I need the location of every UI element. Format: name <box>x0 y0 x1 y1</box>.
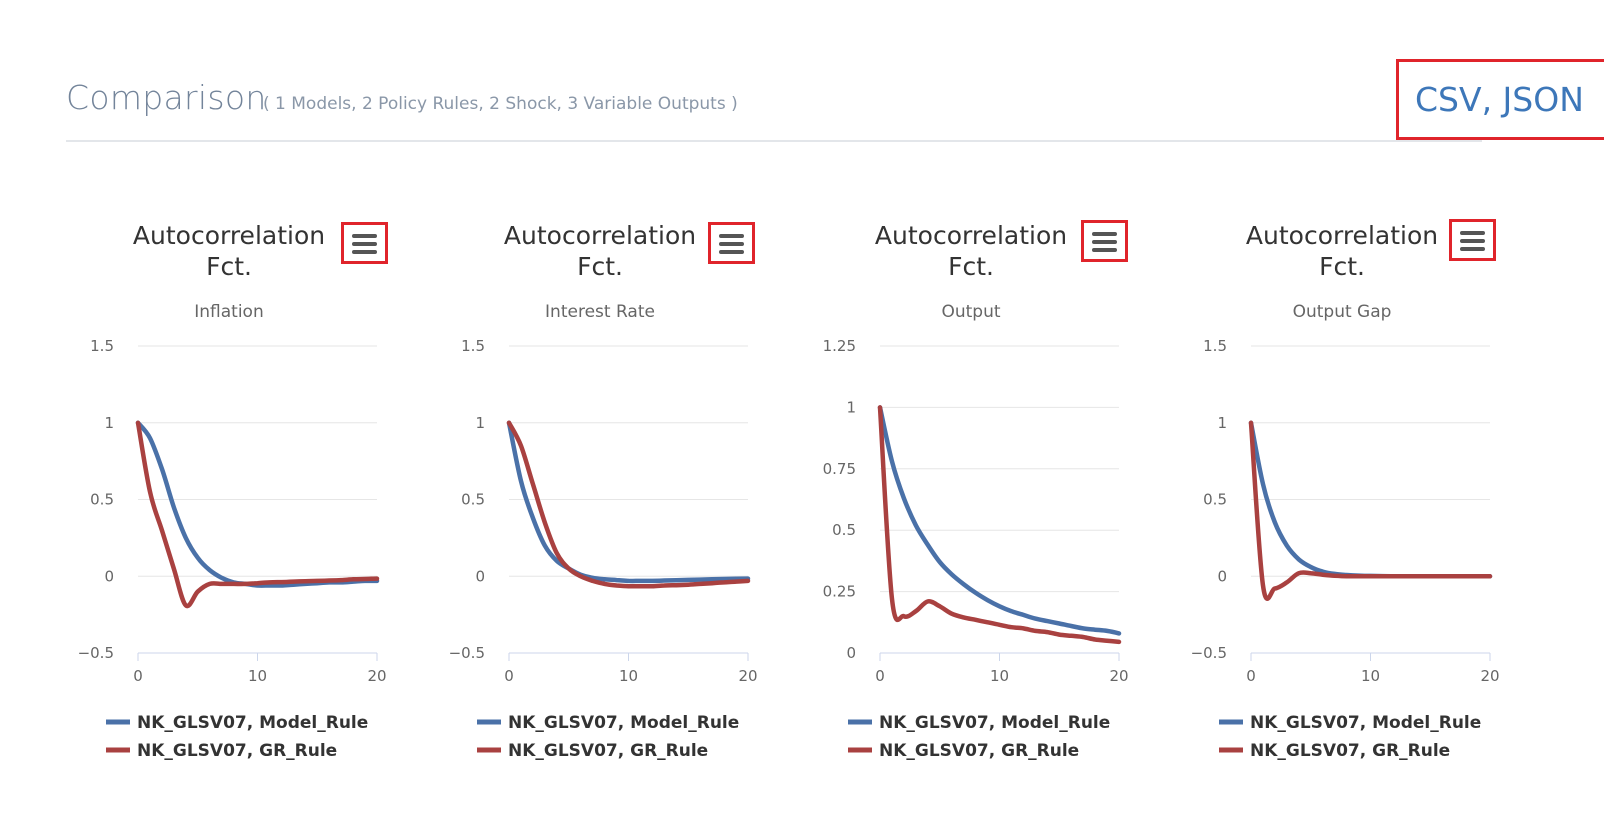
chart-subtitle: Interest Rate <box>545 302 655 322</box>
hamburger-menu-icon <box>352 242 377 246</box>
hamburger-menu-icon <box>1460 239 1485 243</box>
chart-menu-button[interactable] <box>1081 220 1128 262</box>
y-tick-label: 1 <box>475 414 485 432</box>
x-tick-label: 10 <box>248 667 267 685</box>
chart-subtitle: Output Gap <box>1293 302 1392 322</box>
legend-item[interactable]: NK_GLSV07, GR_Rule <box>1250 741 1450 761</box>
chart-title-line2: Fct. <box>206 252 252 281</box>
page-title: Comparison <box>66 78 267 117</box>
y-tick-label: 1 <box>846 398 856 416</box>
x-tick-label: 10 <box>619 667 638 685</box>
y-tick-label: 1.5 <box>1203 337 1227 355</box>
x-tick-label: 20 <box>1480 667 1499 685</box>
page-subtitle: ( 1 Models, 2 Policy Rules, 2 Shock, 3 V… <box>263 94 738 114</box>
y-tick-label: 0.75 <box>823 460 856 478</box>
y-tick-label: −0.5 <box>1191 644 1227 662</box>
series-line[interactable] <box>506 420 751 589</box>
legend-item[interactable]: NK_GLSV07, Model_Rule <box>508 713 739 733</box>
chart-panel: Autocorrelation Fct. Interest Rate −0.5 0 0.5… <box>437 210 767 790</box>
export-csv-json-link[interactable]: CSV, JSON <box>1415 80 1584 119</box>
chart-title: Autocorrelation <box>1246 221 1438 250</box>
y-tick-label: 0 <box>846 644 856 662</box>
chart-menu-button[interactable] <box>708 222 755 264</box>
y-tick-label: 1.25 <box>823 337 856 355</box>
chart-title: Autocorrelation <box>875 221 1067 250</box>
chart-title-line2: Fct. <box>948 252 994 281</box>
y-tick-label: −0.5 <box>78 644 114 662</box>
chart-panel: Autocorrelation Fct. Inflation −0.5 0 0.5 1 1.5… <box>66 210 396 790</box>
y-tick-label: 0.25 <box>823 583 856 601</box>
hamburger-menu-icon <box>719 242 744 246</box>
header-divider <box>66 140 1482 142</box>
y-tick-label: 1 <box>1217 414 1227 432</box>
chart-title-line2: Fct. <box>577 252 623 281</box>
chart-title: Autocorrelation <box>133 221 325 250</box>
series-line[interactable] <box>506 420 751 584</box>
y-tick-label: 1 <box>104 414 114 432</box>
hamburger-menu-icon <box>352 234 377 238</box>
hamburger-menu-icon <box>1092 240 1117 244</box>
y-tick-label: 0.5 <box>1203 491 1227 509</box>
series-line[interactable] <box>135 420 380 609</box>
chart-panel: Autocorrelation Fct. Output Gap −0.5 0 0.5 1 1.… <box>1179 210 1509 790</box>
legend-item[interactable]: NK_GLSV07, Model_Rule <box>1250 713 1481 733</box>
y-tick-label: 0 <box>475 567 485 585</box>
chart-subtitle: Output <box>941 302 1000 322</box>
x-tick-label: 10 <box>1361 667 1380 685</box>
x-tick-label: 20 <box>367 667 386 685</box>
y-tick-label: 0.5 <box>832 521 856 539</box>
chart-title: Autocorrelation <box>504 221 696 250</box>
y-tick-label: −0.5 <box>449 644 485 662</box>
hamburger-menu-icon <box>352 250 377 254</box>
page-header: Comparison ( 1 Models, 2 Policy Rules, 2… <box>66 59 1604 142</box>
x-tick-label: 0 <box>875 667 885 685</box>
legend-item[interactable]: NK_GLSV07, GR_Rule <box>508 741 708 761</box>
hamburger-menu-icon <box>1092 232 1117 236</box>
x-tick-label: 20 <box>738 667 757 685</box>
chart-menu-button[interactable] <box>341 222 388 264</box>
x-tick-label: 0 <box>133 667 143 685</box>
legend-item[interactable]: NK_GLSV07, GR_Rule <box>879 741 1079 761</box>
hamburger-menu-icon <box>719 250 744 254</box>
x-tick-label: 10 <box>990 667 1009 685</box>
chart-menu-button[interactable] <box>1449 219 1496 261</box>
y-tick-label: 1.5 <box>90 337 114 355</box>
legend-item[interactable]: NK_GLSV07, Model_Rule <box>137 713 368 733</box>
series-line[interactable] <box>1248 420 1493 601</box>
y-tick-label: 0.5 <box>90 491 114 509</box>
x-tick-label: 20 <box>1109 667 1128 685</box>
chart-title-line2: Fct. <box>1319 252 1365 281</box>
hamburger-menu-icon <box>1460 231 1485 235</box>
series-line[interactable] <box>877 405 1122 645</box>
hamburger-menu-icon <box>1092 248 1117 252</box>
legend-item[interactable]: NK_GLSV07, Model_Rule <box>879 713 1110 733</box>
x-tick-label: 0 <box>504 667 514 685</box>
series-line[interactable] <box>877 405 1122 636</box>
x-tick-label: 0 <box>1246 667 1256 685</box>
y-tick-label: 0 <box>104 567 114 585</box>
y-tick-label: 0 <box>1217 567 1227 585</box>
chart-subtitle: Inflation <box>194 302 263 322</box>
y-tick-label: 1.5 <box>461 337 485 355</box>
hamburger-menu-icon <box>1460 247 1485 251</box>
legend-item[interactable]: NK_GLSV07, GR_Rule <box>137 741 337 761</box>
chart-panel: Autocorrelation Fct. Output 0 0.25 0.5 0.75 1 1.… <box>808 210 1138 790</box>
export-highlight-box: CSV, JSON <box>1396 59 1604 140</box>
hamburger-menu-icon <box>719 234 744 238</box>
y-tick-label: 0.5 <box>461 491 485 509</box>
